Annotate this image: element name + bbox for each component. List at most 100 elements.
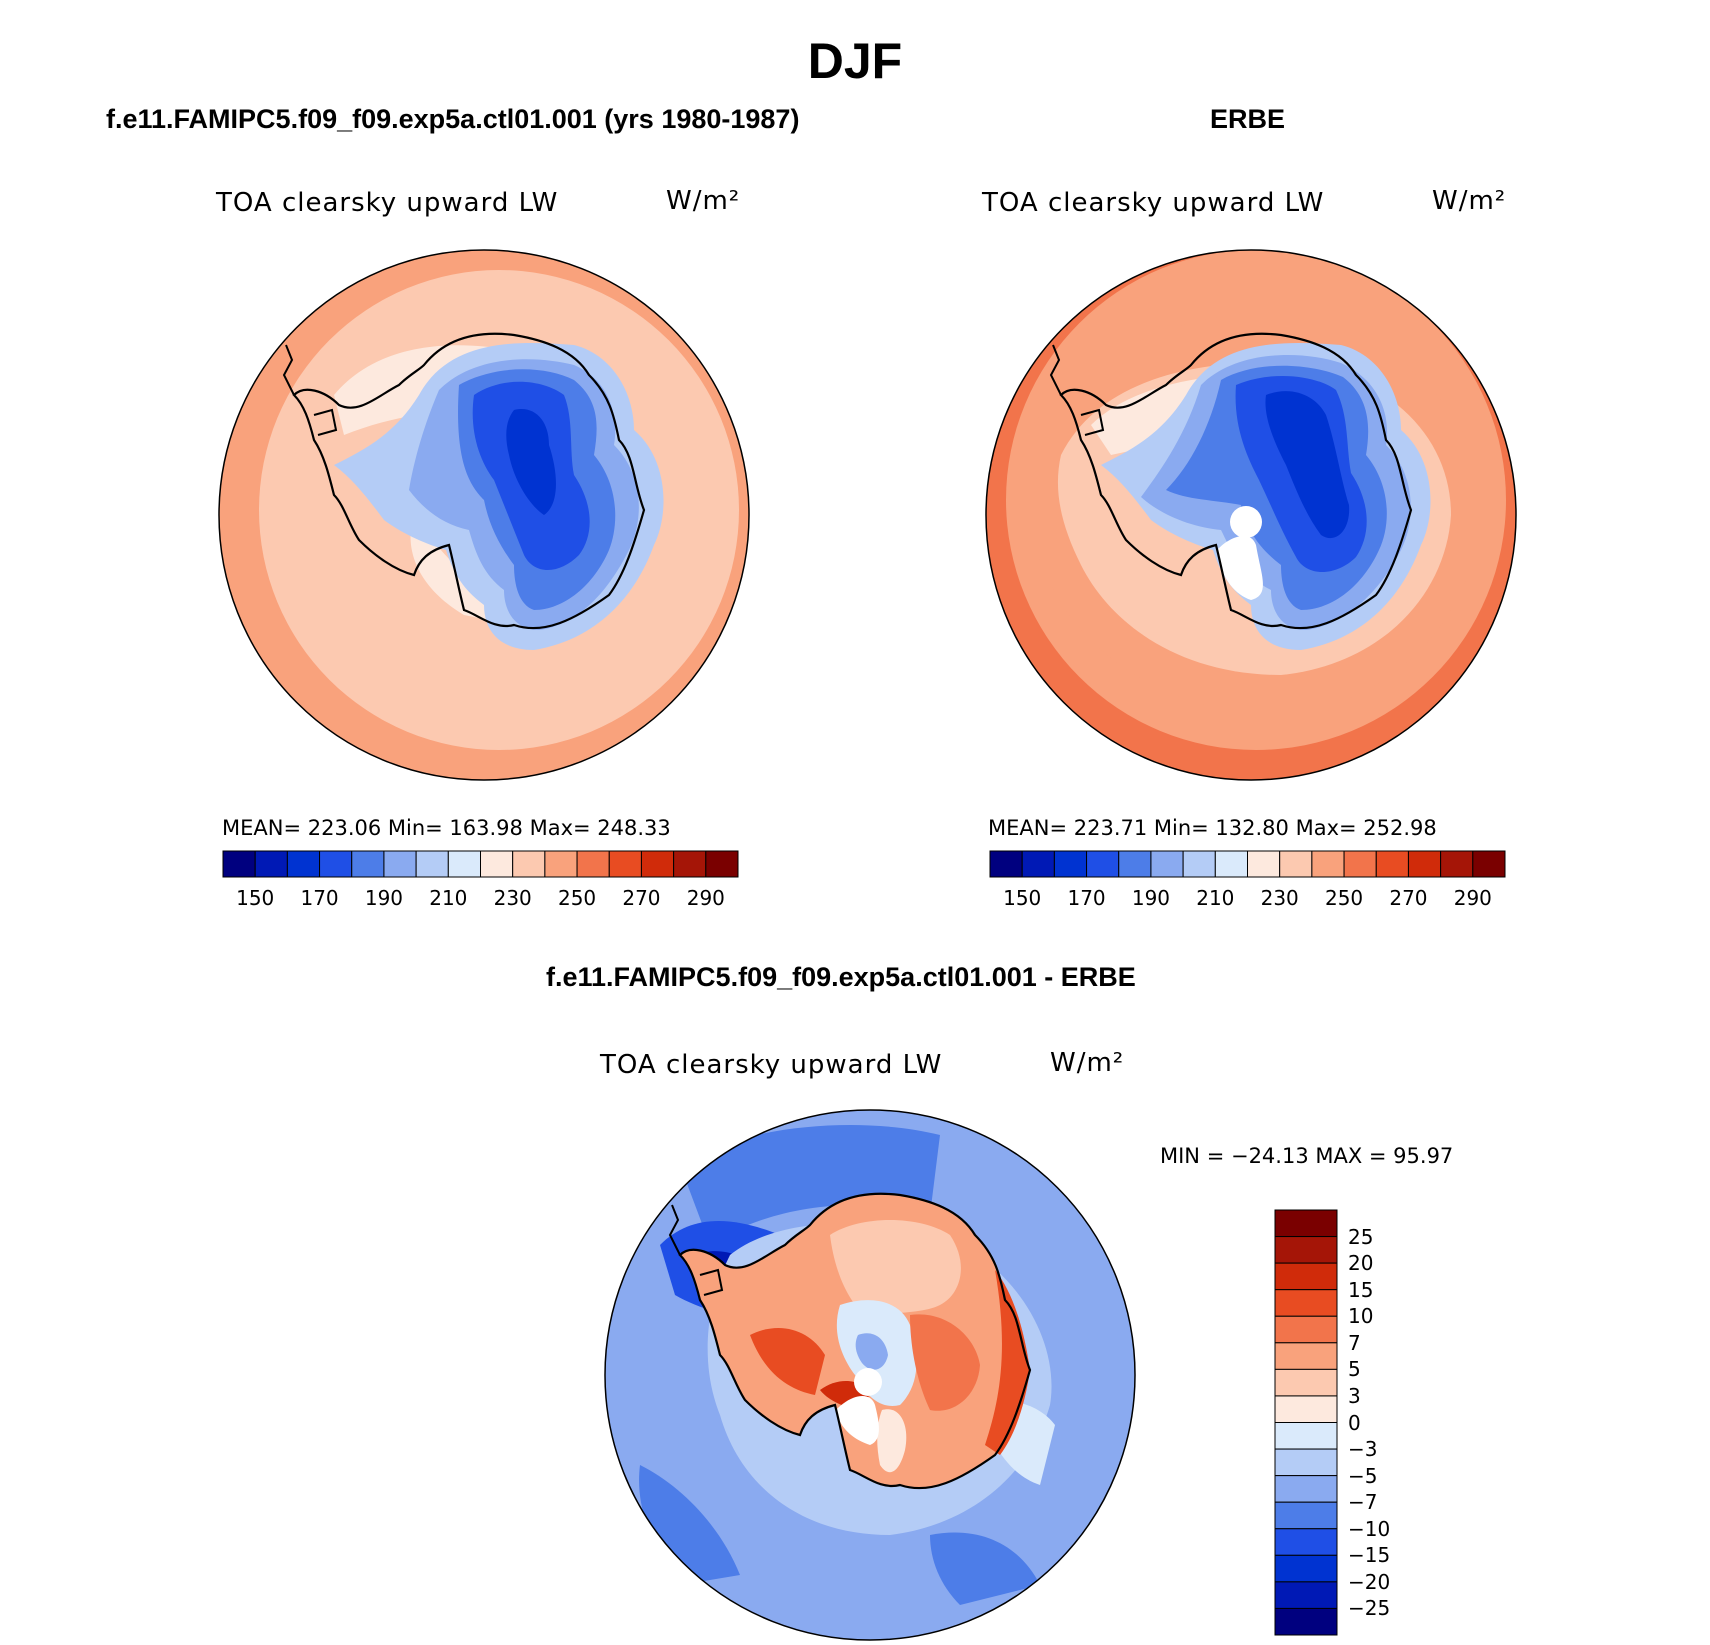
- model-colorbar-swatch: [254, 850, 288, 878]
- figure-title: DJF: [807, 33, 903, 89]
- obs-colorbar-swatch: [1214, 850, 1248, 878]
- diff-colorbar-swatch: [1274, 1262, 1338, 1291]
- model-colorbar-swatch: [705, 850, 739, 878]
- panel-diff-colorbar: [1274, 1209, 1338, 1636]
- panel-obs-units: W/m²: [1432, 186, 1507, 216]
- diff-colorbar-swatch: [1274, 1422, 1338, 1450]
- panel-model-colorbar: [222, 850, 739, 878]
- model-colorbar-swatch: [222, 850, 256, 878]
- diff-colorbar-tick-label: −3: [1348, 1437, 1378, 1462]
- model-colorbar-swatch: [544, 850, 578, 878]
- obs-colorbar-swatch: [1311, 850, 1345, 878]
- obs-colorbar-swatch: [1021, 850, 1055, 878]
- model-colorbar-tick-label: 270: [622, 886, 661, 910]
- diff-colorbar-swatch: [1274, 1528, 1338, 1556]
- obs-colorbar-swatch: [1247, 850, 1281, 878]
- diff-colorbar-swatch: [1274, 1395, 1338, 1423]
- obs-colorbar-tick-label: 170: [1067, 886, 1106, 910]
- obs-colorbar-swatch: [1150, 850, 1184, 878]
- obs-colorbar-tick-label: 290: [1453, 886, 1492, 910]
- diff-colorbar-tick-label: −15: [1348, 1543, 1391, 1568]
- diff-colorbar-swatch: [1274, 1368, 1338, 1397]
- model-colorbar-swatch: [447, 850, 481, 878]
- diff-colorbar-swatch: [1274, 1236, 1338, 1264]
- panel-model-colorbar-labels: 150 170 190 210 230 250 270 290: [223, 886, 783, 916]
- model-colorbar-swatch: [673, 850, 707, 878]
- obs-colorbar-tick-label: 210: [1196, 886, 1235, 910]
- diff-colorbar-tick-label: −5: [1348, 1463, 1378, 1488]
- obs-colorbar-tick-label: 190: [1131, 886, 1171, 910]
- model-colorbar-swatch: [608, 850, 642, 878]
- panel-model-title: f.e11.FAMIPC5.f09_f09.exp5a.ctl01.001 (y…: [106, 104, 800, 134]
- panel-obs-colorbar-labels: 150 170 190 210 230 250 270 290: [990, 886, 1550, 916]
- diff-colorbar-tick-label: 10: [1348, 1304, 1374, 1329]
- diff-colorbar-swatch: [1274, 1342, 1338, 1370]
- diff-colorbar-tick-label: −10: [1348, 1516, 1391, 1541]
- obs-colorbar-swatch: [1440, 850, 1474, 878]
- diff-colorbar-tick-label: −20: [1348, 1569, 1391, 1594]
- obs-colorbar-tick-label: 230: [1260, 886, 1299, 910]
- diff-colorbar-tick-label: 15: [1348, 1277, 1374, 1302]
- obs-colorbar-swatch: [1375, 850, 1409, 878]
- model-colorbar-swatch: [576, 850, 610, 878]
- panel-obs-variable: TOA clearsky upward LW: [982, 188, 1325, 218]
- obs-colorbar-swatch: [1279, 850, 1313, 878]
- model-colorbar-tick-label: 250: [557, 886, 597, 910]
- model-colorbar-swatch: [351, 850, 385, 878]
- panel-diff-colorbar-labels: 25 20 15 10 7 5 3 0 −3 −5 −7 −10 −15 −20 −25: [1340, 1210, 1420, 1635]
- panel-model-stats: MEAN= 223.06 Min= 163.98 Max= 248.33: [222, 816, 671, 840]
- diff-colorbar-swatch: [1274, 1289, 1338, 1317]
- panel-model-variable: TOA clearsky upward LW: [216, 188, 559, 218]
- panel-diff-stats: MIN = −24.13 MAX = 95.97: [1160, 1144, 1454, 1168]
- panel-model-units: W/m²: [666, 186, 741, 216]
- panel-obs-map: [985, 249, 1517, 781]
- model-colorbar-tick-label: 150: [236, 886, 275, 910]
- diff-colorbar-swatch: [1274, 1475, 1338, 1503]
- panel-model-map: [218, 249, 750, 781]
- obs-colorbar-swatch: [1182, 850, 1216, 878]
- diff-colorbar-swatch: [1274, 1607, 1338, 1636]
- diff-colorbar-tick-label: 0: [1348, 1410, 1361, 1435]
- obs-colorbar-swatch: [989, 850, 1023, 878]
- model-colorbar-tick-label: 290: [686, 886, 725, 910]
- diff-colorbar-swatch: [1274, 1209, 1338, 1238]
- diff-colorbar-tick-label: −7: [1348, 1490, 1378, 1515]
- model-colorbar-swatch: [286, 850, 321, 878]
- model-colorbar-tick-label: 170: [300, 886, 339, 910]
- diff-colorbar-tick-label: 7: [1348, 1330, 1361, 1355]
- model-colorbar-swatch: [480, 850, 514, 878]
- diff-colorbar-swatch: [1274, 1554, 1338, 1583]
- obs-colorbar-swatch: [1053, 850, 1088, 878]
- obs-colorbar-swatch: [1086, 850, 1120, 878]
- diff-colorbar-tick-label: 5: [1348, 1357, 1361, 1382]
- model-colorbar-tick-label: 230: [493, 886, 532, 910]
- diff-colorbar-swatch: [1274, 1581, 1338, 1609]
- diff-colorbar-swatch: [1274, 1448, 1338, 1477]
- panel-diff-units: W/m²: [1050, 1048, 1125, 1078]
- diff-colorbar-tick-label: −25: [1348, 1596, 1391, 1621]
- model-colorbar-tick-label: 210: [429, 886, 468, 910]
- model-colorbar-swatch: [415, 850, 449, 878]
- diff-colorbar-swatch: [1274, 1501, 1338, 1530]
- model-colorbar-swatch: [319, 850, 353, 878]
- panel-obs-colorbar: [989, 850, 1506, 878]
- obs-colorbar-swatch: [1407, 850, 1442, 878]
- obs-colorbar-tick-label: 270: [1389, 886, 1428, 910]
- panel-diff-variable: TOA clearsky upward LW: [600, 1050, 943, 1080]
- model-colorbar-swatch: [512, 850, 546, 878]
- panel-obs-title: ERBE: [1210, 104, 1286, 134]
- diff-colorbar-tick-label: 3: [1348, 1383, 1361, 1408]
- diff-colorbar-swatch: [1274, 1315, 1338, 1344]
- obs-colorbar-tick-label: 150: [1003, 886, 1042, 910]
- panel-diff-map: [604, 1109, 1136, 1641]
- panel-obs-stats: MEAN= 223.71 Min= 132.80 Max= 252.98: [988, 816, 1437, 840]
- diff-colorbar-tick-label: 20: [1348, 1251, 1374, 1276]
- panel-diff-title: f.e11.FAMIPC5.f09_f09.exp5a.ctl01.001 - …: [546, 962, 1136, 992]
- diff-colorbar-tick-label: 25: [1348, 1224, 1374, 1249]
- obs-colorbar-swatch: [1343, 850, 1377, 878]
- obs-colorbar-swatch: [1472, 850, 1506, 878]
- obs-colorbar-swatch: [1118, 850, 1152, 878]
- model-colorbar-swatch: [383, 850, 417, 878]
- obs-colorbar-tick-label: 250: [1324, 886, 1364, 910]
- model-colorbar-swatch: [640, 850, 675, 878]
